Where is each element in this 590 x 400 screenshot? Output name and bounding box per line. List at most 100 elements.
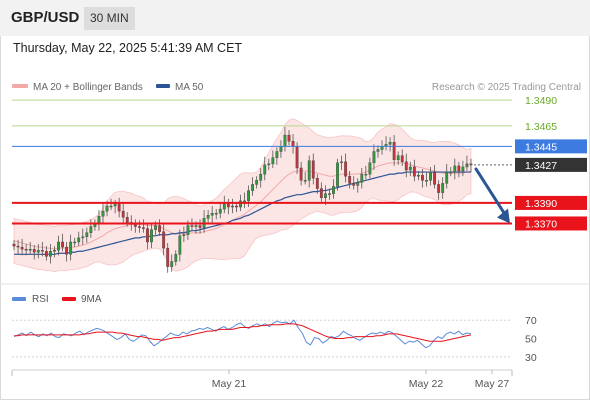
symbol-title: GBP/USD [11, 9, 80, 26]
time-tick-label: May 22 [409, 378, 444, 390]
price-level-tag [515, 195, 587, 210]
candle-body [89, 226, 93, 233]
candle-body [348, 175, 352, 184]
candle-body [283, 134, 287, 147]
rsi-tick-label: 70 [525, 315, 537, 327]
ma20-legend-swatch [12, 84, 28, 88]
candle-body [218, 208, 222, 214]
candle-body [416, 174, 420, 177]
ma50-legend-label: MA 50 [175, 82, 204, 93]
candle-body [247, 190, 250, 202]
candle-body [336, 162, 339, 187]
candle-body [16, 245, 20, 248]
candle-body [259, 173, 263, 181]
candle-body [356, 182, 360, 186]
candle-body [400, 155, 404, 163]
candle-body [158, 225, 162, 232]
candle-body [396, 155, 400, 160]
candle-body [77, 237, 81, 243]
candle-body [20, 246, 24, 250]
rsi-tick-label: 30 [525, 352, 537, 364]
candle-body [40, 249, 44, 252]
candle-body [445, 171, 449, 184]
candle-body [449, 171, 453, 174]
candle-body [61, 241, 64, 248]
candle-body [12, 243, 16, 247]
candle-body [368, 162, 372, 175]
candle-body [49, 251, 52, 257]
candle-body [239, 200, 242, 208]
candle-body [263, 164, 267, 175]
candle-body [360, 173, 364, 183]
candle-body [319, 188, 323, 198]
candle-body [97, 216, 101, 224]
candle-body [214, 212, 218, 215]
timeframe-badge[interactable]: 30 MIN [84, 7, 135, 30]
candle-body [408, 166, 412, 171]
candle-body [437, 184, 441, 193]
ma20-legend-label: MA 20 + Bollinger Bands [33, 82, 143, 93]
candle-body [323, 193, 327, 198]
watermark: Research © 2025 Trading Central [432, 82, 581, 93]
candle-body [344, 161, 348, 177]
price-level-label: 1.3490 [525, 95, 557, 107]
rsi-ma9-line [14, 323, 472, 342]
candle-body [53, 249, 56, 252]
price-level-label: 1.3445 [525, 141, 557, 153]
time-tick-label: May 27 [475, 378, 510, 390]
candle-body [328, 193, 331, 195]
candle-body [243, 200, 246, 203]
price-level-label: 1.3465 [525, 121, 557, 133]
candle-body [162, 231, 166, 249]
candle-body [352, 183, 356, 186]
ma9-legend-label: 9MA [81, 294, 102, 305]
price-level-tag [515, 216, 587, 231]
time-tick-label: May 21 [212, 378, 247, 390]
candle-body [421, 174, 424, 181]
candle-body [117, 203, 121, 212]
candle-body [307, 160, 311, 181]
candle-body [101, 210, 105, 217]
candle-body [69, 241, 73, 255]
candle-body [186, 225, 190, 235]
candle-body [28, 248, 32, 251]
ma50-line [14, 171, 471, 255]
candle-body [376, 149, 380, 152]
candle-body [279, 146, 283, 152]
time-axis-labels: May 21 May 22 May 27 [212, 370, 510, 390]
candle-body [251, 184, 255, 191]
candle-body [125, 217, 129, 223]
candle-body [109, 205, 113, 208]
candle-body [44, 251, 48, 257]
candle-body [465, 163, 469, 168]
candle-body [311, 160, 315, 179]
candle-body [425, 180, 428, 182]
candle-body [392, 142, 396, 160]
price-level-label: 1.3427 [525, 160, 557, 172]
candle-body [388, 142, 392, 145]
candle-body [198, 225, 202, 228]
candle-body [121, 210, 125, 218]
candle-body [340, 161, 343, 164]
candle-body [105, 205, 109, 212]
forecast-arrow-shaft [474, 167, 507, 216]
price-level-tag [515, 139, 587, 154]
candle-body [24, 248, 28, 251]
candle-body [303, 180, 307, 182]
candle-body [295, 146, 299, 169]
candle-body [433, 171, 436, 185]
candle-body [113, 203, 117, 207]
candle-body [441, 183, 445, 193]
candle-body [166, 247, 170, 267]
price-plot: 1.3490 1.3465 1.3445 1.3427 1.3390 1.3370 [12, 95, 587, 273]
candle-body [146, 228, 149, 243]
rsi-line [13, 319, 472, 349]
candle-body [137, 226, 141, 228]
candle-body [291, 141, 295, 147]
candle-body [267, 163, 271, 166]
candle-body [150, 229, 153, 243]
candle-body [174, 254, 178, 262]
candle-body [178, 235, 182, 255]
